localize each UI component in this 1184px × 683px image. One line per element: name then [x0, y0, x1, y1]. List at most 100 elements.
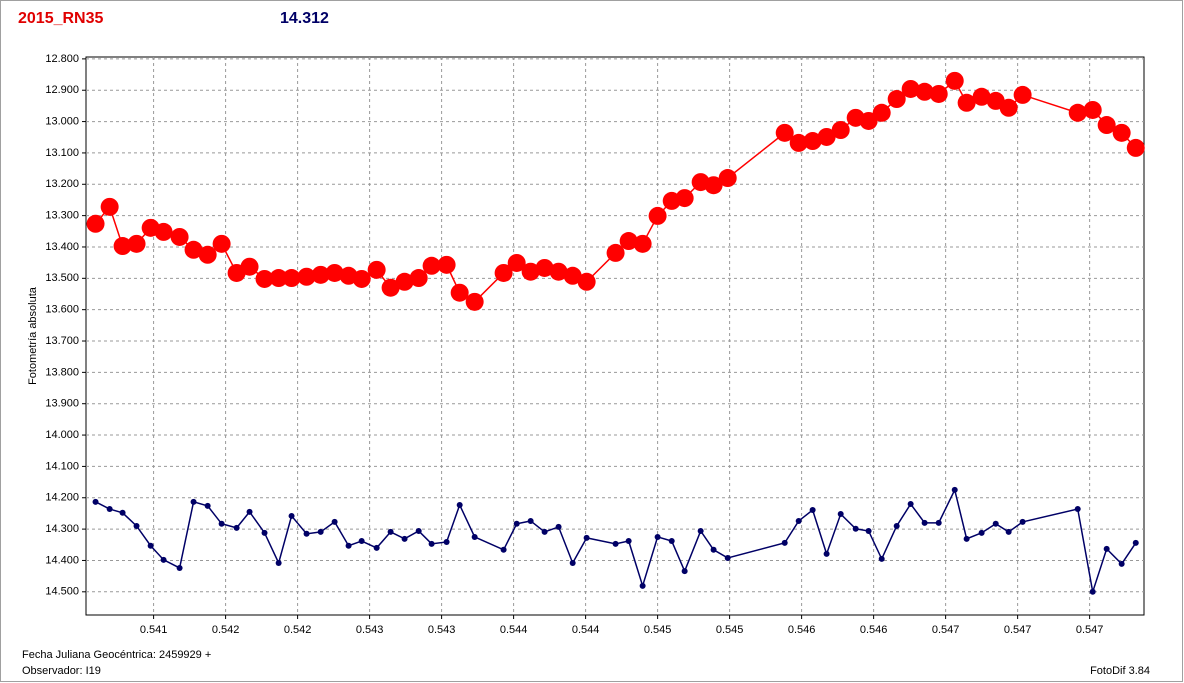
data-point [297, 267, 316, 286]
data-point [612, 540, 619, 547]
y-tick-label: 13.900 [45, 398, 79, 410]
data-point [113, 237, 132, 256]
data-point [275, 559, 282, 566]
y-tick-label: 13.100 [45, 147, 79, 159]
data-point [675, 189, 694, 208]
data-point [1019, 518, 1026, 525]
annotation: FotoDif 3.84 [1090, 665, 1150, 677]
data-point [999, 98, 1018, 117]
y-tick-label: 13.500 [45, 272, 79, 284]
y-tick-label: 13.700 [45, 335, 79, 347]
data-point [204, 502, 211, 509]
data-point [198, 245, 217, 264]
data-point [443, 538, 450, 545]
data-point [86, 214, 105, 233]
data-point [422, 256, 441, 275]
data-point [127, 234, 146, 253]
data-point [809, 506, 816, 513]
data-point [795, 517, 802, 524]
data-point [992, 520, 999, 527]
data-point [872, 103, 891, 122]
y-tick-label: 13.800 [45, 366, 79, 378]
data-point [345, 542, 352, 549]
data-point [563, 266, 582, 285]
y-axis-label: Fotometría absoluta [27, 286, 39, 385]
x-tick-label: 0.543 [428, 624, 456, 636]
data-point [569, 559, 576, 566]
data-point [184, 240, 203, 259]
data-point [288, 512, 295, 519]
x-tick-label: 0.544 [572, 624, 600, 636]
data-point [852, 525, 859, 532]
data-point [246, 508, 253, 515]
y-tick-label: 13.000 [45, 115, 79, 127]
data-point [92, 498, 99, 505]
data-point [697, 527, 704, 534]
data-point [724, 554, 731, 561]
data-point [951, 486, 958, 493]
data-point [1083, 100, 1102, 119]
data-point [929, 84, 948, 103]
data-point [415, 527, 422, 534]
data-point [945, 71, 964, 90]
data-point [619, 232, 638, 251]
data-point [1005, 528, 1012, 535]
data-point [648, 206, 667, 225]
data-point [775, 123, 794, 142]
y-tick-label: 12.800 [45, 53, 79, 65]
y-tick-label: 13.400 [45, 241, 79, 253]
data-point [972, 87, 991, 106]
x-tick-label: 0.547 [1004, 624, 1032, 636]
data-point [549, 262, 568, 281]
data-point [190, 498, 197, 505]
data-point [255, 269, 274, 288]
x-tick-label: 0.542 [212, 624, 240, 636]
data-point [311, 265, 330, 284]
data-point [789, 133, 808, 152]
data-point [1112, 123, 1131, 142]
data-point [465, 292, 484, 311]
x-tick-label: 0.545 [644, 624, 672, 636]
data-point [1068, 103, 1087, 122]
data-point [668, 538, 675, 545]
data-point [803, 132, 822, 151]
data-point [963, 535, 970, 542]
data-point [381, 278, 400, 297]
y-tick-label: 12.900 [45, 84, 79, 96]
data-point [521, 262, 540, 281]
data-point [456, 501, 463, 508]
data-point [282, 269, 301, 288]
data-point [831, 121, 850, 140]
data-point [500, 546, 507, 553]
data-point [901, 79, 920, 98]
data-point [527, 517, 534, 524]
data-point [269, 269, 288, 288]
data-point [535, 258, 554, 277]
data-point [887, 90, 906, 109]
data-point [625, 538, 632, 545]
data-point [1103, 545, 1110, 552]
data-point [915, 82, 934, 101]
data-point [325, 263, 344, 282]
y-tick-label: 14.000 [45, 429, 79, 441]
data-point [303, 530, 310, 537]
x-tick-label: 0.545 [716, 624, 744, 636]
data-point [907, 501, 914, 508]
data-point [401, 535, 408, 542]
data-point [395, 272, 414, 291]
x-axis-label: Fecha Juliana Geocéntrica: 2459929 + [22, 649, 211, 661]
data-point [1132, 539, 1139, 546]
data-point [176, 564, 183, 571]
x-tick-label: 0.546 [788, 624, 816, 636]
data-point [1089, 588, 1096, 595]
data-point [218, 520, 225, 527]
data-point [781, 539, 788, 546]
data-point [577, 272, 596, 291]
data-point [681, 568, 688, 575]
data-point [507, 253, 526, 272]
data-point [261, 529, 268, 536]
data-point [170, 227, 189, 246]
data-point [710, 546, 717, 553]
data-point [212, 234, 231, 253]
